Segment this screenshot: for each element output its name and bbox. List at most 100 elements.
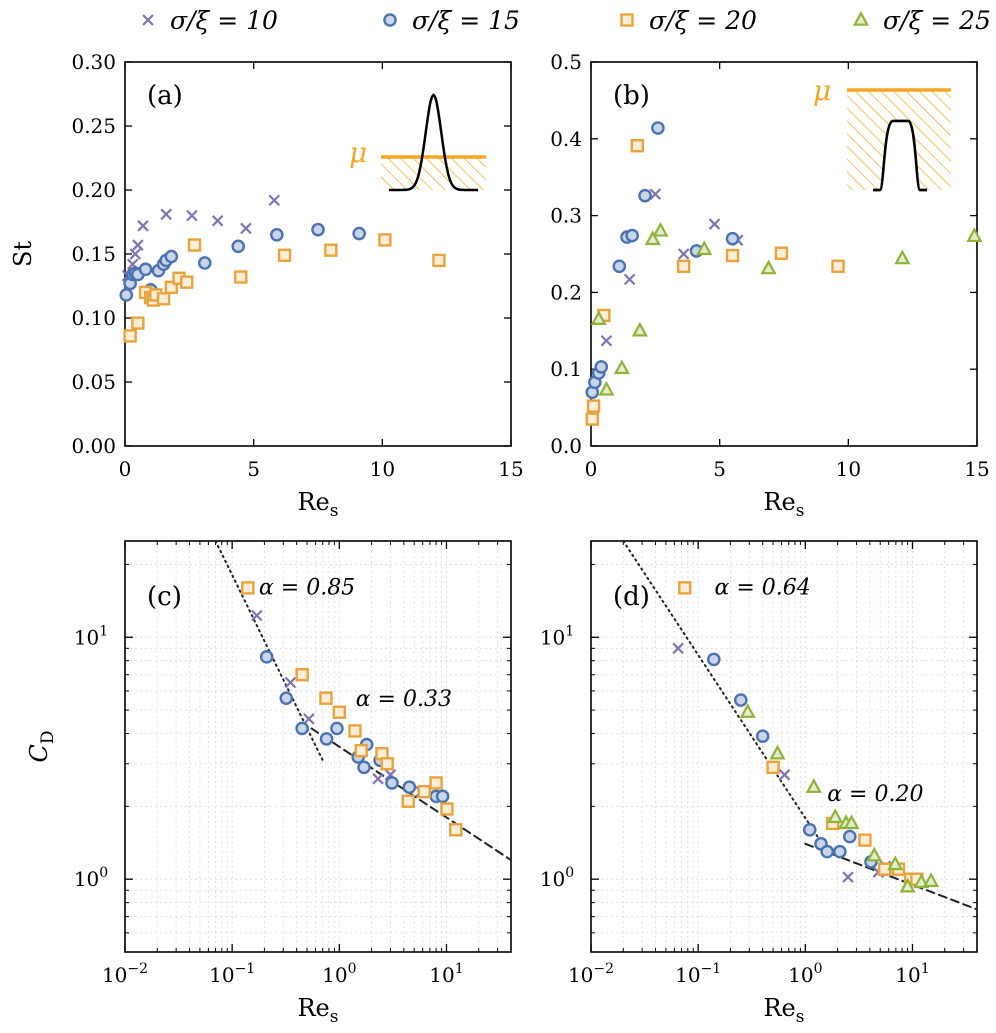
inset-a: μ	[349, 93, 486, 192]
x-tick-label: 100	[788, 961, 822, 987]
data-point-s20	[378, 233, 392, 247]
data-point-s10	[677, 248, 690, 260]
data-point-s20	[332, 705, 347, 719]
x-tick-label: 100	[322, 961, 356, 987]
data-point-s15	[138, 262, 153, 277]
alpha-annotation: α = 0.64	[715, 576, 811, 601]
x-tick-label: 15	[964, 457, 989, 481]
series-s20	[678, 581, 924, 886]
axes-frame-a	[124, 61, 512, 447]
x-tick-label: 10−1	[675, 961, 721, 987]
y-tick-label: 0.0	[550, 434, 582, 458]
data-point-s15	[725, 231, 740, 246]
data-point-s25	[894, 249, 911, 265]
data-point-s20	[678, 581, 692, 595]
legend-entry-s25: σ/ξ = 25	[852, 6, 991, 35]
data-point-s10	[251, 609, 263, 622]
y-tick-label: 0.00	[71, 434, 116, 458]
inset-mu-label: μ	[349, 136, 367, 169]
x-tick-label: 10−1	[209, 961, 255, 987]
ticks-a: 0 5 10 15 0.00 0.05 0.10 0.15 0.20 0.25 0.30	[71, 50, 523, 481]
data-point-s20	[180, 275, 194, 289]
inset-profile-fill	[880, 121, 920, 190]
data-point-s20	[348, 724, 362, 738]
x-tick-label: 10	[370, 457, 395, 481]
data-point-s15	[357, 760, 371, 775]
y-tick-label: 0.05	[71, 370, 116, 394]
data-point-s20	[234, 270, 248, 284]
data-point-s10	[137, 220, 149, 232]
y-tick-label: 101	[74, 623, 108, 649]
inset-profile	[389, 93, 478, 192]
panel-d: 10−2 10−1 100 101 100 101 Res (d) α = 0.64 α = 0.…	[540, 540, 978, 1027]
y-tick-label: 100	[74, 865, 108, 891]
data-point-s15	[279, 691, 294, 705]
x-tick-label: 10−2	[102, 961, 148, 987]
grid-c	[124, 541, 512, 953]
panel-label-b: (b)	[613, 81, 650, 111]
data-point-s20	[774, 246, 789, 260]
fit-line-dashed	[310, 727, 512, 862]
series-s15	[119, 222, 366, 302]
data-point-s20	[123, 329, 137, 343]
data-point-s20	[295, 668, 309, 682]
data-point-s15	[119, 288, 134, 302]
x-axis-label: Res	[763, 488, 804, 521]
x-tick-label: 15	[498, 457, 523, 481]
axes-frame-c	[124, 540, 512, 953]
legend: σ/ξ = 10 σ/ξ = 15 σ/ξ = 20 σ/ξ = 25	[142, 6, 991, 35]
data-point-s10	[303, 713, 315, 725]
data-point-s10	[708, 218, 721, 230]
x-tick-label: 0	[119, 457, 132, 481]
data-point-s10	[268, 194, 281, 207]
data-point-s15	[164, 249, 179, 264]
data-point-s10	[186, 209, 198, 222]
ticks-d: 10−2 10−1 100 101 100 101	[540, 541, 978, 987]
alpha-annotation: α = 0.85	[259, 576, 355, 601]
x-tick-label: 5	[713, 457, 726, 481]
data-point-s25	[827, 808, 844, 824]
x-tick-label: 5	[247, 457, 260, 481]
data-point-s25	[739, 703, 756, 718]
data-point-s15	[259, 650, 274, 664]
data-point-s25	[590, 310, 607, 325]
data-point-s15	[352, 226, 366, 241]
data-point-s25	[913, 873, 930, 889]
y-tick-label: 100	[540, 865, 574, 891]
inset-hatch	[381, 157, 486, 190]
data-point-s20	[585, 412, 599, 426]
data-point-s20	[187, 238, 202, 252]
data-point-s15	[197, 256, 212, 270]
data-point-s20	[417, 784, 431, 799]
data-point-s20	[766, 760, 780, 775]
series-s15	[585, 121, 740, 400]
panel-c: 10−2 10−1 100 101 100 101 Res CD (c) α = 0.85 α = …	[25, 540, 512, 1027]
data-point-s20	[449, 823, 463, 837]
data-point-s10	[129, 248, 142, 260]
legend-marker-s25	[852, 10, 870, 26]
legend-label-s10: σ/ξ = 10	[170, 6, 278, 35]
data-point-s20	[725, 248, 740, 263]
data-point-s25	[598, 380, 615, 396]
panel-label-d: (d)	[613, 582, 650, 612]
x-axis-label: Res	[297, 994, 338, 1027]
series-s20	[123, 233, 446, 343]
alpha-annotation: α = 0.33	[356, 687, 452, 712]
data-point-s15	[651, 121, 665, 135]
data-point-s25	[644, 230, 661, 246]
y-axis-label: CD	[25, 730, 58, 762]
legend-label-s15: σ/ξ = 15	[412, 6, 520, 35]
data-point-s20	[401, 794, 415, 808]
data-point-s20	[324, 243, 338, 257]
data-point-s15	[707, 652, 721, 667]
data-point-s25	[805, 778, 822, 793]
inset-b: μ	[813, 74, 951, 192]
y-tick-label: 0.20	[71, 178, 116, 202]
data-point-s10	[649, 188, 662, 200]
x-axis-label: Res	[297, 488, 338, 521]
data-point-s10	[600, 335, 613, 347]
data-point-s15	[311, 222, 325, 237]
data-point-s25	[922, 872, 940, 887]
axes-frame-d	[590, 540, 978, 953]
